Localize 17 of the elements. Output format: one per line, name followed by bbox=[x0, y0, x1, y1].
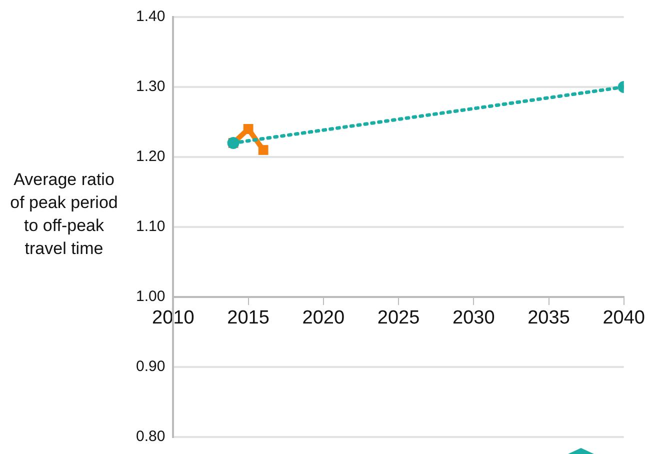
y-axis-title: Average ratio of peak period to off-peak travel time bbox=[10, 169, 118, 260]
y-tick-label: 1.40 bbox=[136, 8, 166, 26]
point bbox=[258, 145, 268, 155]
y-tick-label: 1.10 bbox=[136, 218, 166, 236]
x-tick-label: 2010 bbox=[152, 308, 194, 329]
y-tick-label: 1.20 bbox=[136, 148, 166, 166]
y-tick-label: 1.30 bbox=[136, 78, 166, 96]
point bbox=[243, 124, 254, 134]
y-tick-label: 0.90 bbox=[136, 358, 166, 376]
x-tick-label: 2025 bbox=[377, 308, 420, 329]
x-tick-label: 2020 bbox=[302, 308, 345, 329]
y-tick-label: 1.00 bbox=[136, 288, 166, 306]
x-tick-label: 2030 bbox=[452, 308, 495, 329]
x-tick-label: 2035 bbox=[528, 308, 570, 329]
x-tick-label: 2015 bbox=[227, 308, 270, 329]
x-tick-label: 2040 bbox=[602, 308, 646, 329]
y-tick-label: 0.80 bbox=[136, 428, 166, 446]
